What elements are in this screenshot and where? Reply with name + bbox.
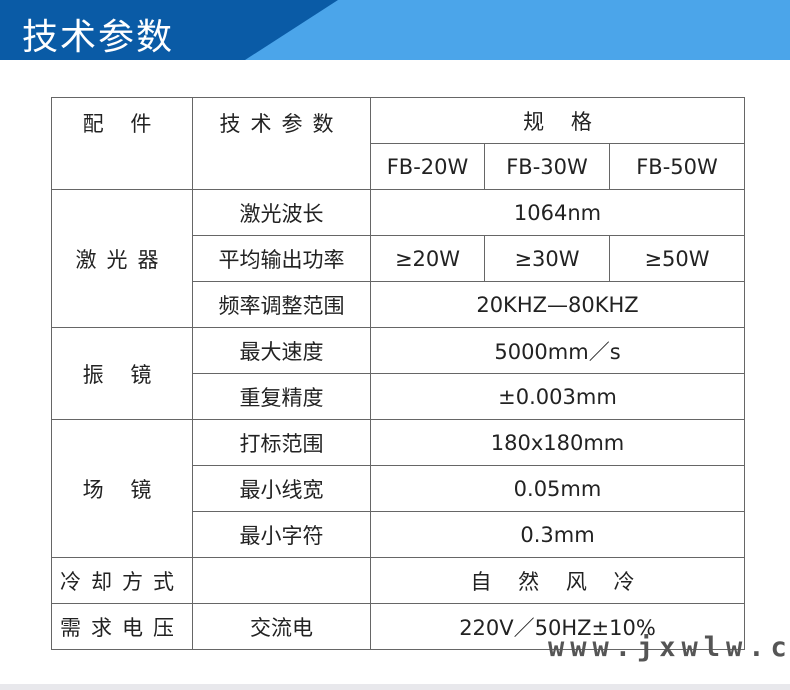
header-param: 技术参数 — [192, 97, 371, 190]
speed-value: 5000mm／s — [370, 327, 745, 374]
voltage-type: 交流电 — [192, 603, 371, 650]
cool-label: 冷却方式 — [51, 557, 193, 604]
model-20w: FB-20W — [370, 143, 485, 190]
char-label: 最小字符 — [192, 511, 371, 558]
repeat-label: 重复精度 — [192, 373, 371, 420]
footer-strip — [0, 684, 790, 690]
line-value: 0.05mm — [370, 465, 745, 512]
galvo-label: 振 镜 — [51, 327, 193, 420]
model-50w: FB-50W — [609, 143, 745, 190]
page-title: 技术参数 — [22, 17, 175, 58]
wavelength-label: 激光波长 — [192, 189, 371, 236]
power-20w: ≥20W — [370, 235, 485, 282]
power-50w: ≥50W — [609, 235, 745, 282]
cool-value: 自 然 风 冷 — [370, 557, 745, 604]
speed-label: 最大速度 — [192, 327, 371, 374]
area-label: 打标范围 — [192, 419, 371, 466]
model-30w: FB-30W — [484, 143, 610, 190]
watermark: www.jxwlw.cn — [548, 632, 790, 663]
wavelength-value: 1064nm — [370, 189, 745, 236]
voltage-label: 需求电压 — [51, 603, 193, 650]
laser-label: 激光器 — [51, 189, 193, 328]
line-label: 最小线宽 — [192, 465, 371, 512]
power-30w: ≥30W — [484, 235, 610, 282]
repeat-value: ±0.003mm — [370, 373, 745, 420]
char-value: 0.3mm — [370, 511, 745, 558]
lens-label: 场 镜 — [51, 419, 193, 558]
freq-value: 20KHZ—80KHZ — [370, 281, 745, 328]
header-spec: 规 格 — [370, 97, 745, 144]
freq-label: 频率调整范围 — [192, 281, 371, 328]
area-value: 180x180mm — [370, 419, 745, 466]
spec-table: 配 件技术参数规 格 FB-20W FB-30W FB-50W 激光器 激光波长 106… — [51, 97, 745, 650]
power-label: 平均输出功率 — [192, 235, 371, 282]
header-part: 配 件 — [51, 97, 193, 190]
empty-cell — [192, 557, 371, 604]
voltage-value: 220V／50HZ±10% — [370, 603, 745, 650]
